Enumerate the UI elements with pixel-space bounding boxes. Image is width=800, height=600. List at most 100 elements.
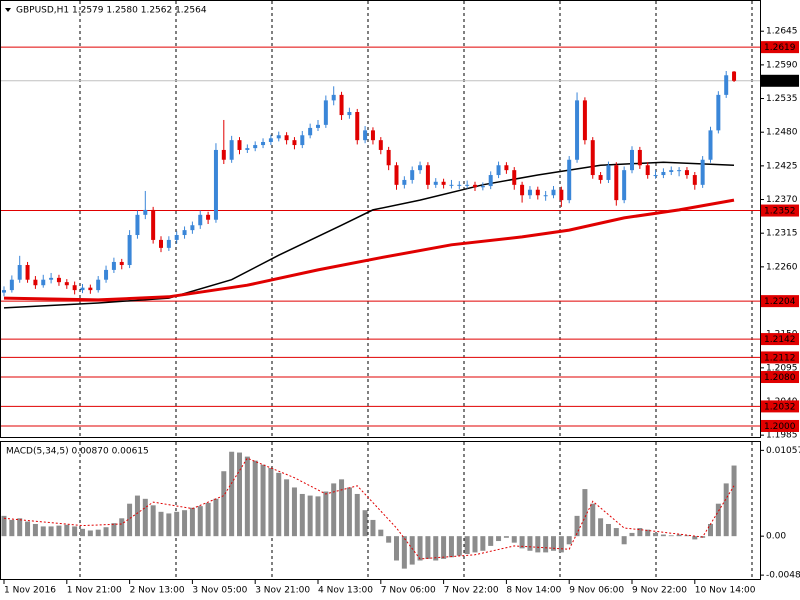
histogram-bar [370, 519, 376, 537]
y-tick-label: 1.2425 [766, 161, 798, 171]
histogram-bar [472, 536, 478, 553]
y-tick-label: 1.2370 [766, 195, 798, 205]
candle-body [378, 140, 383, 150]
x-tick-label: 1 Nov 2016 [4, 586, 56, 596]
histogram-bar [660, 534, 666, 537]
histogram-bar [519, 536, 525, 549]
candle-body [410, 170, 415, 180]
histogram-bar [409, 536, 415, 565]
candle-body [300, 135, 305, 146]
y-tick-label: 1.2535 [766, 94, 798, 104]
histogram-bar [629, 532, 635, 537]
histogram-bar [441, 536, 447, 559]
candle-body [229, 140, 234, 160]
candle-body [316, 124, 320, 128]
x-tick-label: 9 Nov 22:00 [632, 586, 687, 596]
candle-body [535, 189, 540, 196]
histogram-bar [417, 536, 423, 561]
candle-body [80, 287, 85, 291]
candle-body [386, 149, 391, 166]
level-label: 1.2619 [764, 43, 796, 53]
histogram-bar [127, 503, 133, 537]
histogram-bar [354, 493, 360, 537]
candle-body [253, 145, 258, 149]
candle-body [151, 209, 156, 240]
candle-body [104, 269, 109, 280]
candle-body [433, 181, 438, 185]
histogram-bar [25, 521, 31, 537]
histogram-bar [166, 513, 172, 537]
menu-arrow [5, 8, 11, 12]
current-price-label: 1.2564 [764, 77, 796, 87]
level-label-bg [761, 41, 799, 54]
histogram-bar [645, 529, 651, 537]
histogram-bar [668, 535, 674, 537]
histogram-bar [551, 536, 556, 551]
candle-body [661, 171, 666, 176]
candle-body [64, 282, 69, 286]
y-tick-label: 1.2480 [766, 128, 798, 138]
histogram-bar [503, 536, 509, 538]
candle-body [575, 100, 580, 160]
histogram-bar [511, 536, 517, 543]
histogram-bar [386, 536, 392, 543]
histogram-bar [1, 515, 7, 537]
candle-body [284, 135, 289, 141]
candle-body [716, 94, 721, 131]
candle-body [88, 287, 93, 291]
candle-body [72, 285, 77, 291]
candle-body [245, 148, 250, 150]
candle-body [17, 265, 22, 280]
candle-body [732, 71, 737, 81]
current-price-bg [761, 74, 799, 87]
histogram-bar [48, 526, 54, 537]
candle-body [33, 279, 38, 286]
level-label-bg [761, 333, 799, 346]
histogram-bar [637, 528, 643, 537]
y-tick-label: 1.2645 [766, 27, 798, 37]
histogram-bar [488, 536, 494, 546]
candle-body [370, 130, 375, 141]
histogram-bar [692, 536, 698, 540]
histogram-bar [433, 536, 439, 561]
candle-body [206, 214, 211, 220]
chart-title: GBPUSD,H1 1.2579 1.2580 1.2562 1.2564 [16, 6, 207, 16]
level-label: 1.2352 [764, 207, 796, 217]
level-label-bg [761, 371, 799, 384]
histogram-bar [72, 526, 78, 537]
histogram-bar [237, 452, 242, 537]
candle-body [190, 225, 195, 231]
candle-body [480, 186, 485, 188]
histogram-bar [134, 495, 140, 537]
candle-body [292, 140, 297, 146]
histogram-bar [496, 536, 502, 542]
candle-body [590, 140, 595, 176]
histogram-bar [40, 526, 46, 537]
candle-body [520, 184, 525, 196]
candle-body [677, 170, 682, 172]
candle-body [567, 159, 572, 201]
histogram-bar [17, 518, 23, 537]
candle-body [606, 165, 611, 180]
histogram-bar [480, 536, 486, 551]
candle-body [551, 189, 556, 196]
candle-body [49, 277, 54, 280]
candle-body [331, 94, 336, 101]
histogram-bar [244, 456, 250, 537]
candle-body [488, 175, 493, 187]
histogram-bar [158, 511, 164, 537]
x-tick-label: 2 Nov 13:00 [130, 586, 185, 596]
level-label-bg [761, 204, 799, 217]
candle-body [198, 214, 203, 226]
histogram-bar [425, 536, 431, 559]
candle-body [213, 149, 218, 220]
histogram-bar [378, 529, 384, 537]
histogram-bar [676, 534, 682, 537]
macd-title: MACD(5,34,5) 0.00870 0.00615 [6, 447, 149, 457]
histogram-bar [543, 536, 549, 553]
candle-body [355, 112, 360, 141]
candle-body [441, 181, 446, 185]
candle-body [41, 279, 46, 286]
candle-body [653, 175, 658, 177]
